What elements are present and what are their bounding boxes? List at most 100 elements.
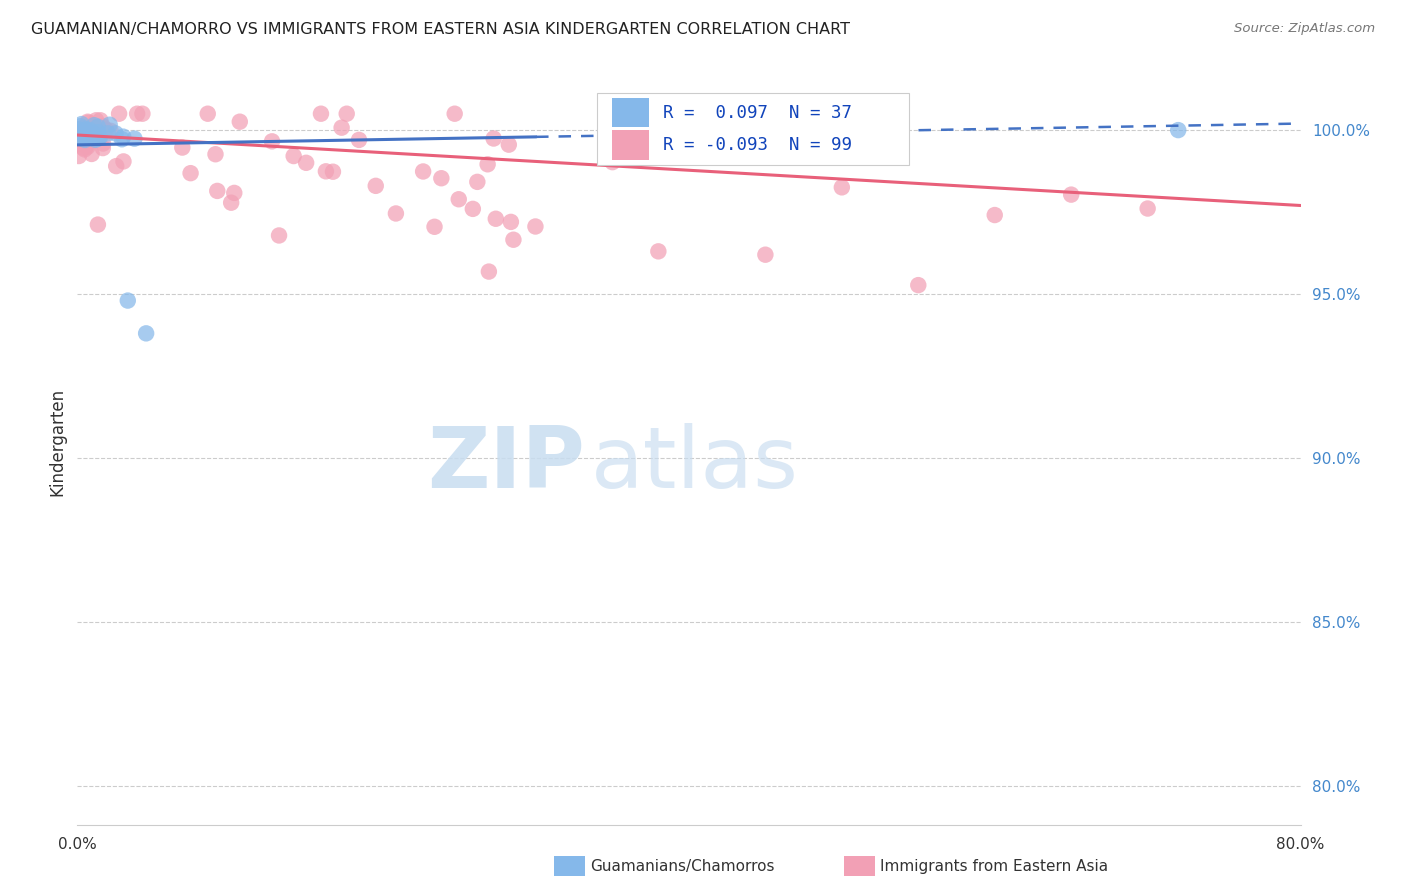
- Point: [108, 106, 131, 120]
- Point: [385, 206, 408, 220]
- Y-axis label: Kindergarten: Kindergarten: [48, 387, 66, 496]
- Point: [91, 136, 114, 151]
- Point: [127, 106, 149, 120]
- Point: [447, 192, 470, 206]
- Text: R =  0.097  N = 37: R = 0.097 N = 37: [664, 103, 852, 122]
- Text: GUAMANIAN/CHAMORRO VS IMMIGRANTS FROM EASTERN ASIA KINDERGARTEN CORRELATION CHAR: GUAMANIAN/CHAMORRO VS IMMIGRANTS FROM EA…: [31, 22, 851, 37]
- Point: [229, 114, 252, 128]
- Point: [524, 219, 547, 234]
- Point: [260, 134, 283, 148]
- Point: [104, 127, 127, 141]
- Point: [862, 129, 884, 144]
- Point: [67, 149, 90, 163]
- Point: [87, 218, 110, 232]
- Point: [70, 117, 93, 131]
- Point: [111, 132, 134, 146]
- Point: [67, 126, 90, 140]
- Point: [76, 140, 98, 154]
- Point: [84, 113, 107, 128]
- Point: [423, 219, 446, 234]
- Point: [1167, 123, 1189, 137]
- Bar: [554, 856, 585, 876]
- Point: [94, 122, 117, 136]
- Point: [67, 136, 90, 151]
- Point: [87, 131, 110, 145]
- Point: [80, 129, 103, 144]
- Point: [67, 128, 90, 143]
- Point: [89, 129, 111, 144]
- Point: [98, 118, 121, 132]
- Point: [322, 165, 344, 179]
- Point: [330, 120, 353, 135]
- Point: [309, 106, 332, 120]
- Point: [478, 264, 501, 278]
- Point: [502, 233, 524, 247]
- Point: [443, 106, 465, 120]
- Point: [315, 164, 337, 178]
- Point: [67, 129, 90, 144]
- Point: [295, 156, 318, 170]
- Point: [72, 124, 94, 138]
- Point: [69, 133, 91, 147]
- Point: [467, 175, 489, 189]
- Point: [91, 141, 114, 155]
- Point: [112, 154, 135, 169]
- Point: [87, 120, 110, 134]
- Point: [76, 114, 98, 128]
- Text: ZIP: ZIP: [427, 423, 585, 506]
- Point: [412, 164, 434, 178]
- Point: [907, 278, 929, 293]
- Point: [87, 128, 110, 143]
- Point: [100, 124, 122, 138]
- Text: atlas: atlas: [591, 423, 799, 506]
- Point: [73, 125, 96, 139]
- Point: [347, 133, 370, 147]
- Point: [364, 178, 387, 193]
- Point: [82, 127, 104, 141]
- Text: Immigrants from Eastern Asia: Immigrants from Eastern Asia: [880, 859, 1108, 873]
- Point: [461, 202, 484, 216]
- Point: [84, 133, 107, 147]
- Point: [75, 130, 97, 145]
- Point: [76, 128, 98, 143]
- Point: [79, 123, 101, 137]
- Point: [86, 131, 108, 145]
- Point: [117, 293, 139, 308]
- Point: [70, 128, 93, 142]
- Point: [89, 113, 111, 128]
- Point: [77, 116, 100, 130]
- FancyBboxPatch shape: [598, 93, 910, 165]
- Point: [76, 130, 98, 145]
- Point: [172, 140, 194, 154]
- Point: [131, 106, 153, 120]
- Bar: [612, 130, 648, 160]
- Point: [499, 215, 522, 229]
- Point: [180, 166, 202, 180]
- Point: [67, 128, 90, 143]
- Text: Source: ZipAtlas.com: Source: ZipAtlas.com: [1234, 22, 1375, 36]
- Point: [72, 141, 94, 155]
- Point: [72, 124, 94, 138]
- Point: [602, 155, 624, 169]
- Point: [197, 106, 219, 120]
- Point: [477, 157, 499, 171]
- Point: [73, 137, 96, 152]
- Point: [83, 118, 105, 132]
- Point: [482, 131, 505, 145]
- Point: [80, 127, 103, 141]
- Point: [204, 147, 226, 161]
- Bar: [844, 856, 875, 876]
- Point: [105, 159, 128, 173]
- Point: [67, 125, 90, 139]
- Point: [91, 119, 114, 133]
- Point: [135, 326, 157, 341]
- Point: [75, 132, 97, 146]
- Point: [267, 228, 290, 243]
- Point: [69, 135, 91, 149]
- Point: [1060, 187, 1083, 202]
- Text: R = -0.093  N = 99: R = -0.093 N = 99: [664, 136, 852, 154]
- Bar: [612, 98, 648, 128]
- Point: [75, 124, 97, 138]
- Point: [430, 171, 453, 186]
- Point: [678, 138, 700, 153]
